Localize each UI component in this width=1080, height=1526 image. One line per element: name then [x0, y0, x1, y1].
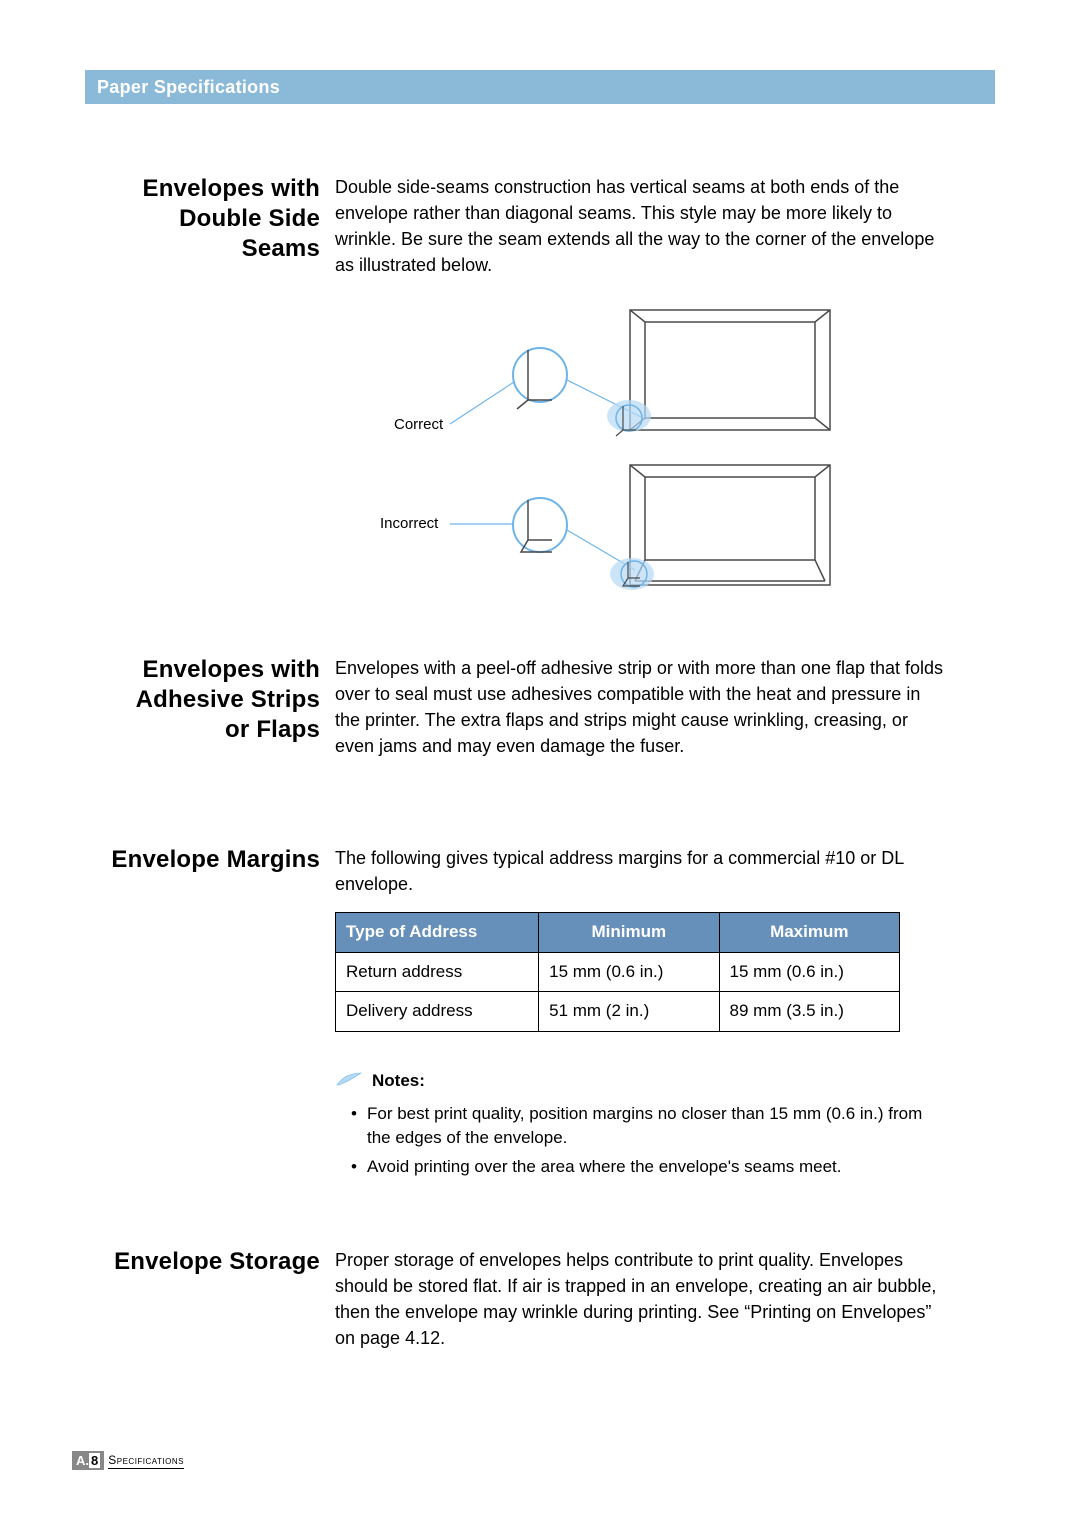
table-row: Return address 15 mm (0.6 in.) 15 mm (0.…: [336, 952, 900, 992]
th-min: Minimum: [539, 913, 719, 953]
section-adhesive: Envelopes with Adhesive Strips or Flaps …: [105, 655, 945, 759]
cell-max: 15 mm (0.6 in.): [719, 952, 899, 992]
section-header-text: Paper Specifications: [97, 77, 280, 98]
heading-adhesive: Envelopes with Adhesive Strips or Flaps: [105, 655, 320, 745]
heading-margins: Envelope Margins: [105, 845, 320, 875]
body-margins: The following gives typical address marg…: [335, 845, 945, 1185]
heading-col: Envelopes with Adhesive Strips or Flaps: [105, 655, 335, 759]
magnifier-icon: [513, 348, 567, 409]
cell-type: Delivery address: [336, 992, 539, 1032]
th-max: Maximum: [719, 913, 899, 953]
envelope-diagram-svg: [320, 300, 945, 600]
list-item: For best print quality, position margins…: [351, 1102, 945, 1150]
footer-label: Specifications: [108, 1453, 184, 1469]
table-header-row: Type of Address Minimum Maximum: [336, 913, 900, 953]
heading-double-seams: Envelopes with Double Side Seams: [105, 174, 320, 264]
envelope-diagram: Correct Incorrect: [320, 300, 945, 600]
cell-type: Return address: [336, 952, 539, 992]
cell-max: 89 mm (3.5 in.): [719, 992, 899, 1032]
section-header-bar: Paper Specifications: [85, 70, 995, 104]
list-item: Avoid printing over the area where the e…: [351, 1155, 945, 1179]
cell-min: 51 mm (2 in.): [539, 992, 719, 1032]
notes-list: For best print quality, position margins…: [335, 1102, 945, 1179]
heading-storage: Envelope Storage: [105, 1247, 320, 1277]
notes-block: Notes: For best print quality, position …: [335, 1067, 945, 1179]
body-adhesive: Envelopes with a peel-off adhesive strip…: [335, 655, 945, 759]
heading-col: Envelope Storage: [105, 1247, 335, 1351]
body-storage: Proper storage of envelopes helps contri…: [335, 1247, 945, 1351]
margins-intro: The following gives typical address marg…: [335, 845, 945, 897]
diagram-label-incorrect: Incorrect: [380, 515, 438, 532]
table-row: Delivery address 51 mm (2 in.) 89 mm (3.…: [336, 992, 900, 1032]
margins-table: Type of Address Minimum Maximum Return a…: [335, 912, 900, 1032]
section-double-seams: Envelopes with Double Side Seams Double …: [105, 174, 945, 278]
section-margins: Envelope Margins The following gives typ…: [105, 845, 945, 1185]
page-footer: A.8 Specifications: [72, 1451, 184, 1470]
heading-col: Envelope Margins: [105, 845, 335, 1185]
cell-min: 15 mm (0.6 in.): [539, 952, 719, 992]
notes-icon: [335, 1068, 363, 1094]
heading-col: Envelopes with Double Side Seams: [105, 174, 335, 278]
th-type: Type of Address: [336, 913, 539, 953]
section-storage: Envelope Storage Proper storage of envel…: [105, 1247, 945, 1351]
magnifier-icon: [513, 498, 567, 552]
body-double-seams: Double side-seams construction has verti…: [335, 174, 945, 278]
footer-page-prefix: A.8: [72, 1451, 104, 1470]
notes-heading: Notes:: [372, 1069, 425, 1094]
diagram-label-correct: Correct: [394, 416, 443, 433]
